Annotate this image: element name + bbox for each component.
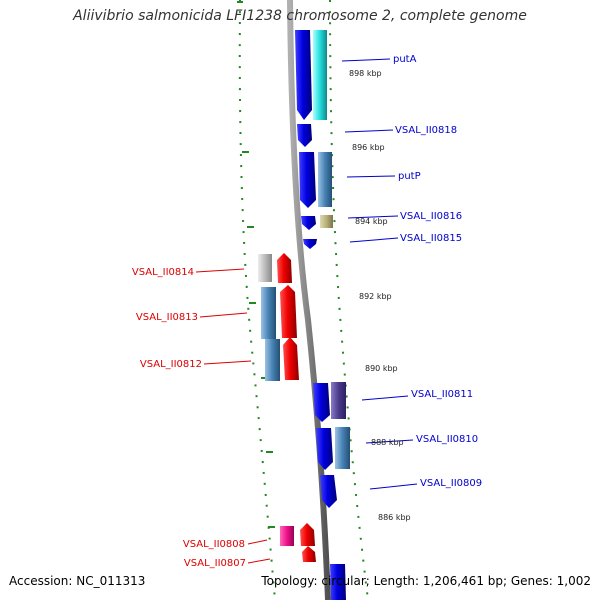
gene-vsal-ii0816-shape [301, 216, 316, 230]
gene-vsal-ii0818-shape [297, 124, 312, 147]
feature-track-shapes [313, 30, 350, 469]
forward-gene-labels: putA VSAL_II0818 putP VSAL_II0816 VSAL_I… [393, 54, 482, 489]
gene-label-vsal-ii0812[interactable]: VSAL_II0812 [140, 359, 202, 370]
gene-label-vsal-ii0807[interactable]: VSAL_II0807 [184, 558, 246, 569]
gene-vsal-ii0812-shape [283, 337, 299, 380]
gene-vsal-ii0813-shape [280, 285, 297, 338]
forward-leader-lines [341, 58, 418, 490]
gene-label-vsal-ii0809[interactable]: VSAL_II0809 [420, 478, 482, 489]
gene-vsal-ii0815-shape [303, 239, 317, 249]
tick-labels: 898 kbp 896 kbp 894 kbp 892 kbp 890 kbp … [349, 69, 411, 522]
reverse-gene-shapes [258, 253, 316, 562]
accession-text: Accession: NC_011313 [9, 574, 146, 588]
gene-label-putp[interactable]: putP [398, 171, 421, 182]
gene-label-vsal-ii0816[interactable]: VSAL_II0816 [400, 211, 462, 222]
gene-bottom-forward-shape [330, 564, 346, 600]
chromosome-backbone [287, 0, 331, 600]
tick-label: 894 kbp [355, 217, 388, 226]
gene-label-vsal-ii0814[interactable]: VSAL_II0814 [132, 267, 194, 278]
gene-label-vsal-ii0813[interactable]: VSAL_II0813 [136, 312, 198, 323]
map-title: Aliivibrio salmonicida LFI1238 chromosom… [73, 8, 527, 24]
tick-label: 898 kbp [349, 69, 382, 78]
gene-label-vsal-ii0811[interactable]: VSAL_II0811 [411, 389, 473, 400]
gene-puta-shape [295, 30, 312, 120]
gene-label-puta[interactable]: putA [393, 54, 417, 65]
gene-vsal-ii0811-shape [313, 383, 330, 422]
gene-vsal-ii0814-shape [277, 253, 292, 283]
gene-label-vsal-ii0818[interactable]: VSAL_II0818 [395, 125, 457, 136]
gene-vsal-ii0810-shape [316, 428, 333, 470]
gene-vsal-ii0807-shape [302, 546, 316, 562]
gene-vsal-ii0809-shape [320, 475, 337, 508]
gene-label-vsal-ii0808[interactable]: VSAL_II0808 [183, 539, 245, 550]
gene-label-vsal-ii0815[interactable]: VSAL_II0815 [400, 233, 462, 244]
outer-dotted-guide [238, 0, 276, 600]
tick-label: 886 kbp [378, 513, 411, 522]
genome-summary-text: Topology: circular; Length: 1,206,461 bp… [261, 574, 591, 588]
gene-putp-shape [299, 152, 316, 208]
gene-label-vsal-ii0810[interactable]: VSAL_II0810 [416, 434, 478, 445]
forward-gene-shapes [295, 30, 346, 600]
tick-label: 896 kbp [352, 143, 385, 152]
tick-label: 888 kbp [371, 438, 404, 447]
tick-label: 892 kbp [359, 292, 392, 301]
gene-vsal-ii0808-shape [300, 523, 315, 546]
reverse-leader-lines [195, 268, 271, 564]
tick-label: 890 kbp [365, 364, 398, 373]
reverse-gene-labels: VSAL_II0814 VSAL_II0813 VSAL_II0812 VSAL… [132, 267, 246, 569]
